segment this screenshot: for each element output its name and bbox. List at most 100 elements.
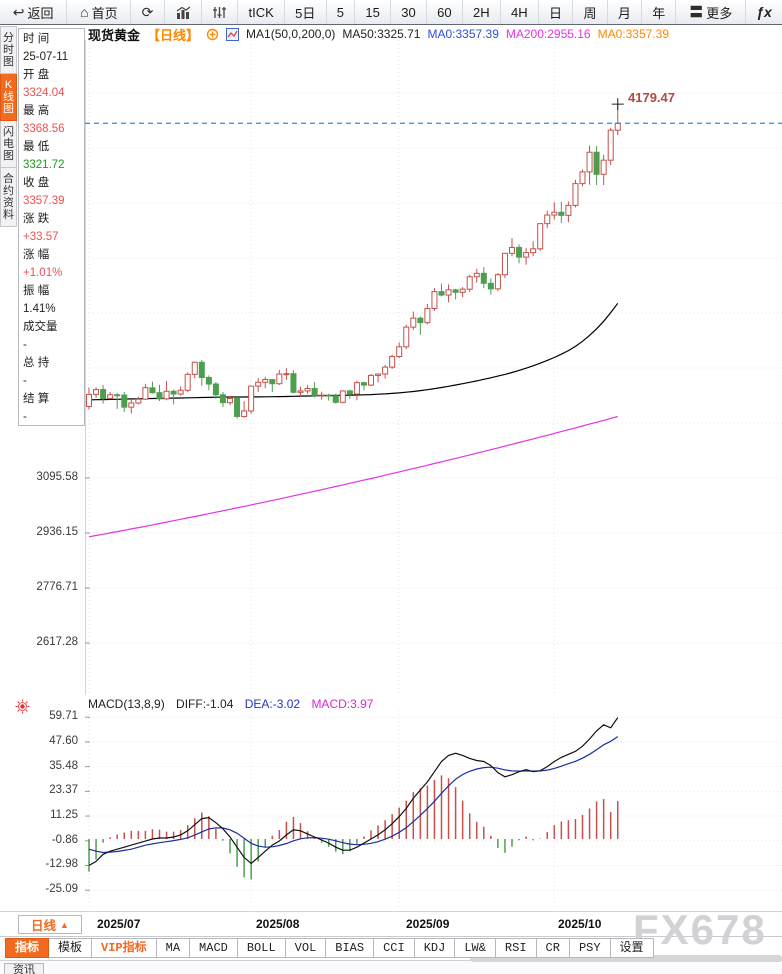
toolbar-item-label: 30	[401, 4, 416, 20]
price-tick-label: 2776.71	[36, 580, 78, 593]
macd-tick-label: -12.98	[45, 858, 78, 871]
menu-icon: 〓	[689, 4, 704, 20]
info-value: 3368.56	[23, 123, 65, 135]
macd-tick-label: 35.48	[49, 759, 78, 772]
indicator-icon	[212, 6, 227, 19]
indicator-tab-bar: 指标 模板 VIP指标 MA MACD BOLL VOL BIAS CCI KDJ LW& RSI CR…	[5, 938, 654, 958]
indicator-tab-LW&[interactable]: LW&	[455, 938, 496, 958]
side-tab-闪电图[interactable]: 闪电图	[0, 121, 17, 168]
info-label: 时 间	[23, 33, 50, 45]
indicator-tab-KDJ[interactable]: KDJ	[414, 938, 456, 958]
x-axis-label: 2025/09	[406, 917, 450, 931]
indicator-tab-CCI[interactable]: CCI	[374, 938, 415, 958]
toolbar-item-m15[interactable]: 15	[355, 0, 392, 24]
info-panel: 时 间 25-07-11 开 盘 3324.04 最 高 3368.56 最 低 3321.7…	[18, 28, 85, 426]
indicator-tab-设置[interactable]: 设置	[610, 938, 654, 958]
toolbar-item-label: 年	[652, 5, 666, 21]
side-tab-合约资料[interactable]: 合约资料	[0, 168, 17, 227]
ma-settings-label[interactable]: MA1(50,0,200,0)	[246, 27, 336, 41]
indicator-tab-MA[interactable]: MA	[156, 938, 191, 958]
toolbar-item-5d[interactable]: 5日	[285, 0, 327, 24]
macd-tick-label: 59.71	[49, 710, 78, 723]
side-tab-K线图[interactable]: K线图	[0, 74, 17, 121]
toolbar-item-h4[interactable]: 4H	[501, 0, 539, 24]
toolbar-item-more[interactable]: 〓更多	[676, 0, 747, 24]
info-label: 最 高	[23, 105, 50, 117]
macd-tick-label: 11.25	[50, 809, 78, 822]
indicator-tab-指标[interactable]: 指标	[5, 938, 50, 958]
toolbar-item-refresh[interactable]: ⟳	[131, 0, 165, 24]
info-value: 1.41%	[23, 303, 56, 315]
indicator-tab-MACD[interactable]: MACD	[190, 938, 238, 958]
ma200-line	[88, 415, 618, 538]
scrollbar-thumb[interactable]	[470, 955, 782, 962]
info-label: 最 低	[23, 141, 50, 153]
macd-tick-label: -25.09	[45, 883, 78, 896]
macd-diff-value: DIFF:-1.04	[176, 697, 234, 711]
toolbar-item-label: 月	[617, 5, 631, 21]
indicator-tab-VIP指标[interactable]: VIP指标	[92, 938, 157, 958]
macd-header: MACD(13,8,9) DIFF:-1.04 DEA:-3.02 MACD:3…	[88, 697, 381, 711]
alert-icon[interactable]	[206, 28, 219, 41]
toolbar-item-tick[interactable]: tICK	[238, 0, 285, 24]
info-label: 成交量	[23, 321, 58, 333]
fx-icon: ƒx	[756, 4, 772, 20]
price-tick-label: 3095.58	[36, 471, 78, 483]
tab-news-partial[interactable]: 资讯	[4, 963, 44, 974]
back-icon: ↩	[12, 4, 25, 20]
toolbar-item-back[interactable]: ↩ 返回	[0, 0, 68, 24]
macd-dea-value: DEA:-3.02	[244, 697, 301, 711]
toolbar-item-label: 2H	[473, 4, 490, 20]
indicator-tab-VOL[interactable]: VOL	[285, 938, 327, 958]
symbol-name: 现货黄金	[88, 27, 141, 43]
toolbar-item-h2[interactable]: 2H	[463, 0, 501, 24]
toolbar-item-label: 4H	[511, 4, 528, 20]
toolbar-item-m30[interactable]: 30	[391, 0, 427, 24]
toolbar-item-label: 60	[437, 4, 452, 20]
watermark: FX678	[633, 906, 767, 953]
period-button[interactable]: 日线 ▲	[18, 915, 82, 934]
macd-tick-label: -0.86	[51, 833, 78, 846]
info-value: +1.01%	[23, 267, 63, 279]
ma200-value: MA200:2955.16	[505, 27, 591, 41]
toolbar-item-month[interactable]: 月	[608, 0, 643, 24]
toolbar-item-year[interactable]: 年	[642, 0, 677, 24]
toolbar-item-fx[interactable]: ƒx	[746, 0, 782, 24]
ma0-orange-value: MA0:3357.39	[597, 27, 669, 41]
info-value: 25-07-11	[23, 51, 69, 63]
info-value: -	[23, 411, 27, 423]
info-label: 总 持	[23, 357, 50, 369]
flash-icon[interactable]	[15, 699, 30, 714]
indicator-tab-模板[interactable]: 模板	[49, 938, 93, 958]
toolbar-item-day[interactable]: 日	[539, 0, 574, 24]
toolbar-item-label: 5日	[295, 5, 316, 21]
toolbar-item-indicator-settings[interactable]	[202, 0, 239, 24]
toolbar-item-m5[interactable]: 5	[327, 0, 356, 24]
caret-up-icon: ▲	[60, 919, 69, 930]
main-chart-canvas[interactable]	[85, 40, 782, 695]
toolbar-item-kline-style[interactable]	[165, 0, 202, 24]
toolbar-item-label: 日	[549, 5, 563, 21]
indicator-tab-BIAS[interactable]: BIAS	[326, 938, 375, 958]
toolbar-item-m60[interactable]: 60	[427, 0, 463, 24]
toolbar-item-label: 返回	[27, 5, 54, 21]
macd-tick-label: 23.37	[49, 784, 78, 797]
indicator-tab-CR[interactable]: CR	[536, 938, 570, 958]
info-value: 3324.04	[23, 87, 65, 99]
x-axis-label: 2025/10	[558, 917, 602, 931]
side-tab-分时图[interactable]: 分时图	[0, 26, 17, 74]
macd-chart-canvas[interactable]	[85, 710, 782, 910]
toolbar-item-home[interactable]: ⌂ 首页	[67, 0, 132, 24]
indicator-tab-PSY[interactable]: PSY	[569, 938, 611, 958]
indicator-tab-BOLL[interactable]: BOLL	[237, 938, 286, 958]
chart-type-tabs: 分时图 K线图 闪电图 合约资料	[0, 26, 18, 227]
macd-title[interactable]: MACD(13,8,9)	[88, 697, 165, 711]
indicator-tab-RSI[interactable]: RSI	[495, 938, 537, 958]
info-label: 结 算	[23, 393, 50, 405]
macd-macd-value: MACD:3.97	[311, 697, 374, 711]
price-tick-label: 2936.15	[36, 526, 78, 538]
toolbar-item-week[interactable]: 周	[573, 0, 608, 24]
kline-icon	[175, 6, 191, 19]
chart-header: 现货黄金 【日线】 MA1(50,0,200,0) MA50:3325.71 M…	[88, 27, 669, 43]
